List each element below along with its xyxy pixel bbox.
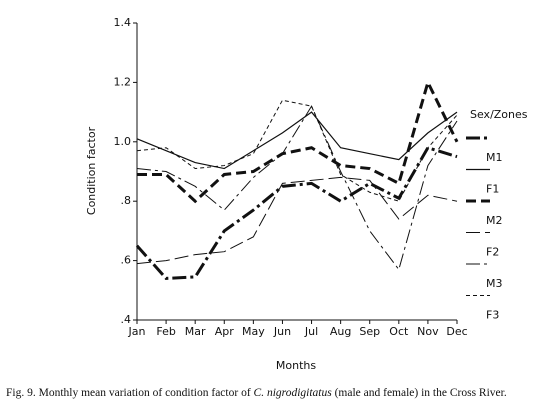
y-tick-label: 1.0: [114, 135, 132, 148]
legend-label: M1: [486, 151, 503, 164]
series-line: [137, 78, 459, 204]
x-tick-label: Jul: [304, 325, 318, 338]
x-tick-label: Oct: [389, 325, 409, 338]
caption-text: Fig. 9. Monthly mean variation of condit…: [6, 387, 254, 399]
x-tick-label: Apr: [215, 325, 235, 338]
caption-species: C. nigrodigitatus: [254, 387, 333, 399]
x-tick-label: Feb: [156, 325, 175, 338]
legend-label: M2: [486, 214, 503, 227]
x-tick-label: May: [242, 325, 265, 338]
x-tick-label: Aug: [330, 325, 351, 338]
series-line: [135, 145, 458, 280]
series-line: [136, 105, 458, 271]
x-tick-label: Mar: [185, 325, 206, 338]
caption-text: (male and female) in the Cross River.: [332, 387, 507, 399]
x-tick-label: Jan: [128, 325, 146, 338]
y-tick-label: .4: [121, 313, 132, 326]
series-line: [136, 111, 458, 170]
legend-label: F3: [486, 309, 499, 322]
legend-label: F1: [486, 183, 499, 196]
y-tick-label: .6: [121, 254, 132, 267]
x-tick-label: Jun: [273, 325, 291, 338]
x-tick-label: Sep: [359, 325, 380, 338]
y-tick-label: .8: [121, 194, 132, 207]
y-axis-label: Condition factor: [85, 126, 98, 215]
x-tick-label: Nov: [417, 325, 439, 338]
legend-label: M3: [486, 277, 503, 290]
series-line: [136, 176, 458, 265]
x-axis-label: Months: [276, 359, 316, 372]
caption: Fig. 9. Monthly mean variation of condit…: [6, 387, 507, 399]
y-tick-label: 1.4: [114, 16, 132, 29]
x-tick-label: Dec: [446, 325, 467, 338]
legend-label: F2: [486, 246, 499, 259]
legend-title: Sex/Zones: [470, 108, 528, 121]
y-tick-label: 1.2: [114, 75, 132, 88]
series-line: [136, 99, 458, 202]
